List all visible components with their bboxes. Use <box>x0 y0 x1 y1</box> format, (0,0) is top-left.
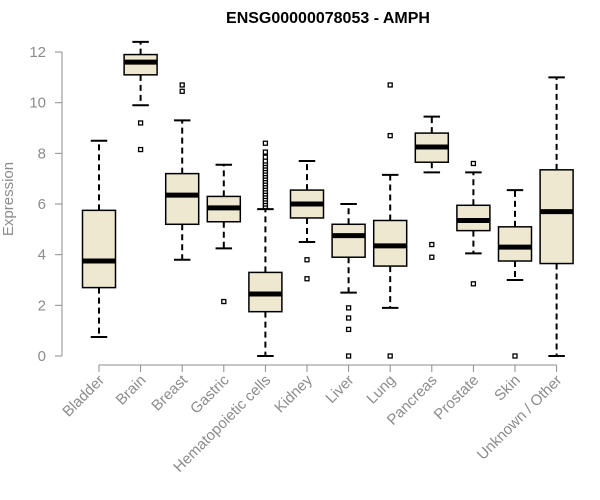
x-tick-label: Lung <box>363 372 399 408</box>
outlier-point <box>262 140 269 146</box>
box-breast <box>164 82 200 261</box>
x-tick-label: Bladder <box>59 372 108 421</box>
outlier-point <box>387 82 393 88</box>
box-plots <box>81 40 574 359</box>
outlier-point <box>345 315 352 321</box>
y-tick-label: 6 <box>38 196 46 213</box>
y-tick-label: 2 <box>38 297 46 314</box>
y-axis-title: Expression <box>0 162 17 236</box>
y-tick-label: 10 <box>29 95 46 112</box>
box-gastric <box>206 163 242 305</box>
box-bladder <box>81 139 117 339</box>
outlier-point <box>470 281 477 287</box>
outlier-point <box>345 326 352 333</box>
outlier-point <box>179 82 185 88</box>
box-brain <box>123 40 158 153</box>
box-iqr <box>123 53 158 76</box>
box-prostate <box>456 160 491 287</box>
box-liver <box>331 203 366 359</box>
y-tick-label: 12 <box>29 44 46 61</box>
box-iqr <box>81 209 117 289</box>
box-iqr <box>372 219 408 267</box>
box-iqr <box>456 204 491 232</box>
y-tick-label: 4 <box>38 247 46 264</box>
outlier-point <box>429 254 435 260</box>
y-axis: 0 2 4 6 8 10 12 <box>29 44 63 365</box>
outlier-point <box>470 160 477 167</box>
x-tick-label: Skin <box>491 372 524 405</box>
box-iqr <box>497 226 533 262</box>
x-tick-label: Prostate <box>431 372 483 424</box>
outlier-point <box>262 149 269 155</box>
x-tick-label: Breast <box>148 371 191 414</box>
box-pancreas <box>414 115 450 260</box>
outlier-point <box>429 241 435 248</box>
outlier-point <box>387 353 393 359</box>
x-tick-label: Liver <box>322 372 357 407</box>
box-lung <box>372 82 408 359</box>
box-skin <box>497 189 533 359</box>
box-iqr <box>164 172 200 226</box>
outlier-point <box>262 154 269 160</box>
outlier-point <box>137 146 144 153</box>
box-iqr <box>331 223 366 258</box>
outlier-point <box>137 120 144 126</box>
chart-title: ENSG00000078053 - AMPH <box>226 10 430 27</box>
outlier-point <box>345 305 352 311</box>
outlier-point <box>304 257 310 263</box>
x-tick-label: Brain <box>113 372 150 409</box>
y-tick-label: 0 <box>38 348 46 365</box>
box-kidney <box>289 159 325 282</box>
box-hematopoietic-cells <box>248 140 283 357</box>
x-tick-label: Kidney <box>271 371 316 416</box>
outlier-point <box>345 353 352 359</box>
outlier-point <box>179 88 185 94</box>
box-unknown-other <box>539 76 574 357</box>
outlier-point <box>221 298 227 305</box>
outlier-point <box>387 132 393 139</box>
outlier-point <box>512 353 518 359</box>
y-tick-label: 8 <box>38 145 46 162</box>
outlier-point <box>304 276 310 282</box>
box-iqr <box>539 169 574 265</box>
